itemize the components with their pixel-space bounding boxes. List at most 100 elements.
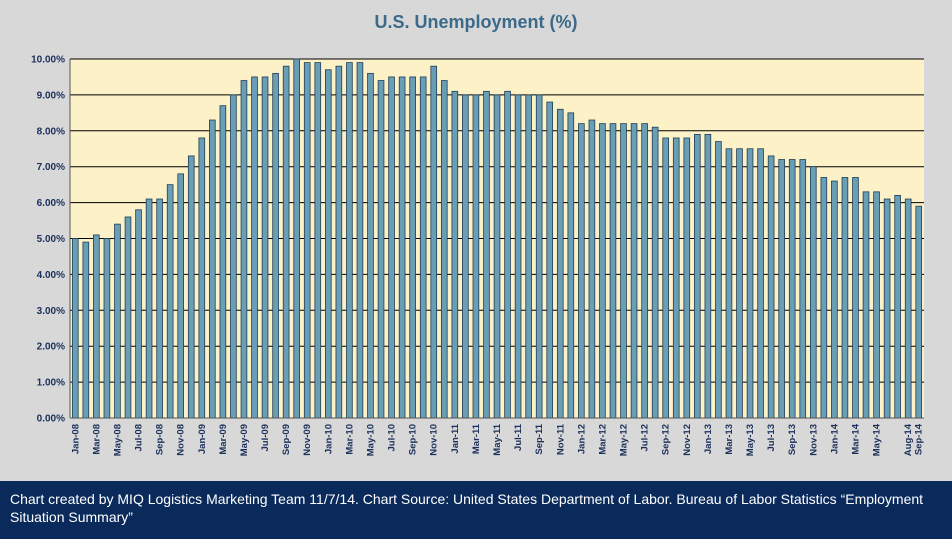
x-tick-label: Sep-09 bbox=[281, 424, 292, 455]
y-tick-label: 2.00% bbox=[37, 342, 65, 353]
bar bbox=[736, 148, 743, 419]
bar bbox=[662, 137, 669, 419]
bar bbox=[462, 94, 469, 419]
unemployment-chart-svg: U.S. Unemployment (%) 0.00% 1.00% 2.00% 3.0… bbox=[31, 12, 925, 456]
bar bbox=[177, 173, 185, 419]
x-tick-label: Jan-13 bbox=[703, 424, 714, 454]
y-tick-label: 4.00% bbox=[37, 270, 65, 281]
bar bbox=[282, 65, 290, 419]
x-tick-label: Jan-10 bbox=[323, 424, 334, 454]
bar bbox=[377, 80, 385, 419]
bar bbox=[325, 69, 332, 419]
x-tick-label: Jan-11 bbox=[450, 423, 461, 453]
y-tick-label: 0.00% bbox=[37, 414, 65, 425]
bar bbox=[609, 123, 617, 419]
y-tick-label: 6.00% bbox=[37, 198, 65, 209]
x-tick-label: Nov-13 bbox=[808, 424, 819, 456]
bar bbox=[514, 94, 522, 419]
bar bbox=[251, 76, 258, 419]
bar bbox=[346, 62, 353, 419]
bar bbox=[810, 166, 817, 419]
bar bbox=[409, 76, 416, 419]
bar bbox=[883, 198, 891, 419]
x-tick-label: May-12 bbox=[619, 424, 630, 456]
x-tick-label: May-11 bbox=[492, 423, 503, 455]
bar bbox=[556, 108, 564, 419]
bar bbox=[588, 119, 596, 419]
x-tick-label: Sep-11 bbox=[534, 423, 545, 454]
y-tick-label: 9.00% bbox=[37, 90, 65, 101]
bar bbox=[240, 80, 248, 419]
x-tick-label: Sep-14 bbox=[914, 423, 925, 455]
bar bbox=[620, 123, 627, 419]
y-tick-label: 7.00% bbox=[37, 162, 65, 173]
bar bbox=[915, 205, 923, 419]
bar bbox=[93, 234, 100, 419]
bar bbox=[103, 238, 111, 419]
x-tick-label: Nov-08 bbox=[176, 424, 187, 456]
x-tick-label: May-08 bbox=[112, 424, 123, 456]
bar bbox=[567, 112, 575, 419]
x-tick-label: Sep-08 bbox=[155, 424, 166, 455]
bar bbox=[630, 123, 638, 419]
x-tick-label: Sep-12 bbox=[661, 424, 672, 455]
bar bbox=[546, 101, 554, 419]
bar bbox=[314, 62, 322, 419]
bar bbox=[525, 94, 532, 419]
bar bbox=[493, 94, 501, 419]
bar bbox=[82, 241, 90, 419]
x-tick-label: Mar-09 bbox=[218, 424, 229, 455]
bar bbox=[578, 123, 585, 419]
bar bbox=[704, 133, 712, 419]
bar bbox=[852, 177, 859, 419]
y-axis-ticks: 0.00% 1.00% 2.00% 3.00% 4.00% 5.00% 6.00% 7.00%… bbox=[31, 55, 65, 425]
y-tick-label: 10.00% bbox=[31, 55, 65, 66]
bar bbox=[757, 148, 764, 419]
bar bbox=[904, 198, 912, 419]
bar bbox=[356, 62, 364, 419]
bar bbox=[166, 184, 174, 419]
footer-banner: Chart created by MIQ Logistics Marketing… bbox=[0, 481, 952, 539]
x-tick-label: Jan-09 bbox=[197, 424, 208, 454]
bars bbox=[71, 58, 923, 419]
bar bbox=[683, 137, 691, 419]
x-tick-label: Nov-09 bbox=[302, 424, 313, 456]
bar bbox=[198, 137, 206, 419]
x-tick-label: May-09 bbox=[239, 424, 250, 456]
x-tick-label: Mar-11 bbox=[471, 423, 482, 454]
chart-title: U.S. Unemployment (%) bbox=[374, 12, 577, 32]
bar bbox=[651, 126, 659, 419]
unemployment-chart: U.S. Unemployment (%) 0.00% 1.00% 2.00% 3.0… bbox=[31, 12, 925, 456]
bar bbox=[430, 65, 438, 419]
bar bbox=[472, 94, 480, 419]
x-tick-label: Mar-13 bbox=[724, 424, 735, 455]
bar bbox=[873, 191, 880, 419]
bar bbox=[767, 155, 775, 419]
bar bbox=[831, 180, 838, 419]
x-tick-label: Nov-12 bbox=[682, 424, 693, 456]
bar bbox=[293, 58, 300, 419]
x-tick-label: Jul-13 bbox=[766, 424, 777, 451]
bar bbox=[367, 72, 374, 419]
x-tick-label: Jul-09 bbox=[260, 424, 271, 451]
bar bbox=[272, 72, 279, 419]
x-tick-label: Sep-10 bbox=[408, 424, 419, 455]
bar bbox=[725, 148, 733, 419]
bar bbox=[335, 65, 343, 419]
x-tick-label: Mar-08 bbox=[91, 424, 102, 455]
bar bbox=[209, 119, 216, 419]
bar bbox=[135, 209, 142, 419]
x-tick-label: Jan-08 bbox=[70, 424, 81, 454]
x-tick-label: Jul-11 bbox=[513, 423, 524, 451]
y-tick-label: 5.00% bbox=[37, 234, 65, 245]
bar bbox=[694, 133, 701, 419]
bar bbox=[71, 238, 79, 419]
bar bbox=[388, 76, 395, 419]
bar bbox=[894, 195, 901, 419]
bar bbox=[799, 159, 807, 419]
x-axis-ticks: Jan-08 Mar-08 May-08 Jul-08 Sep-08 Nov-08 Jan-… bbox=[70, 423, 924, 456]
bar bbox=[862, 191, 870, 419]
y-tick-label: 3.00% bbox=[37, 306, 65, 317]
bar bbox=[230, 94, 237, 419]
x-tick-label: Mar-14 bbox=[850, 423, 861, 454]
